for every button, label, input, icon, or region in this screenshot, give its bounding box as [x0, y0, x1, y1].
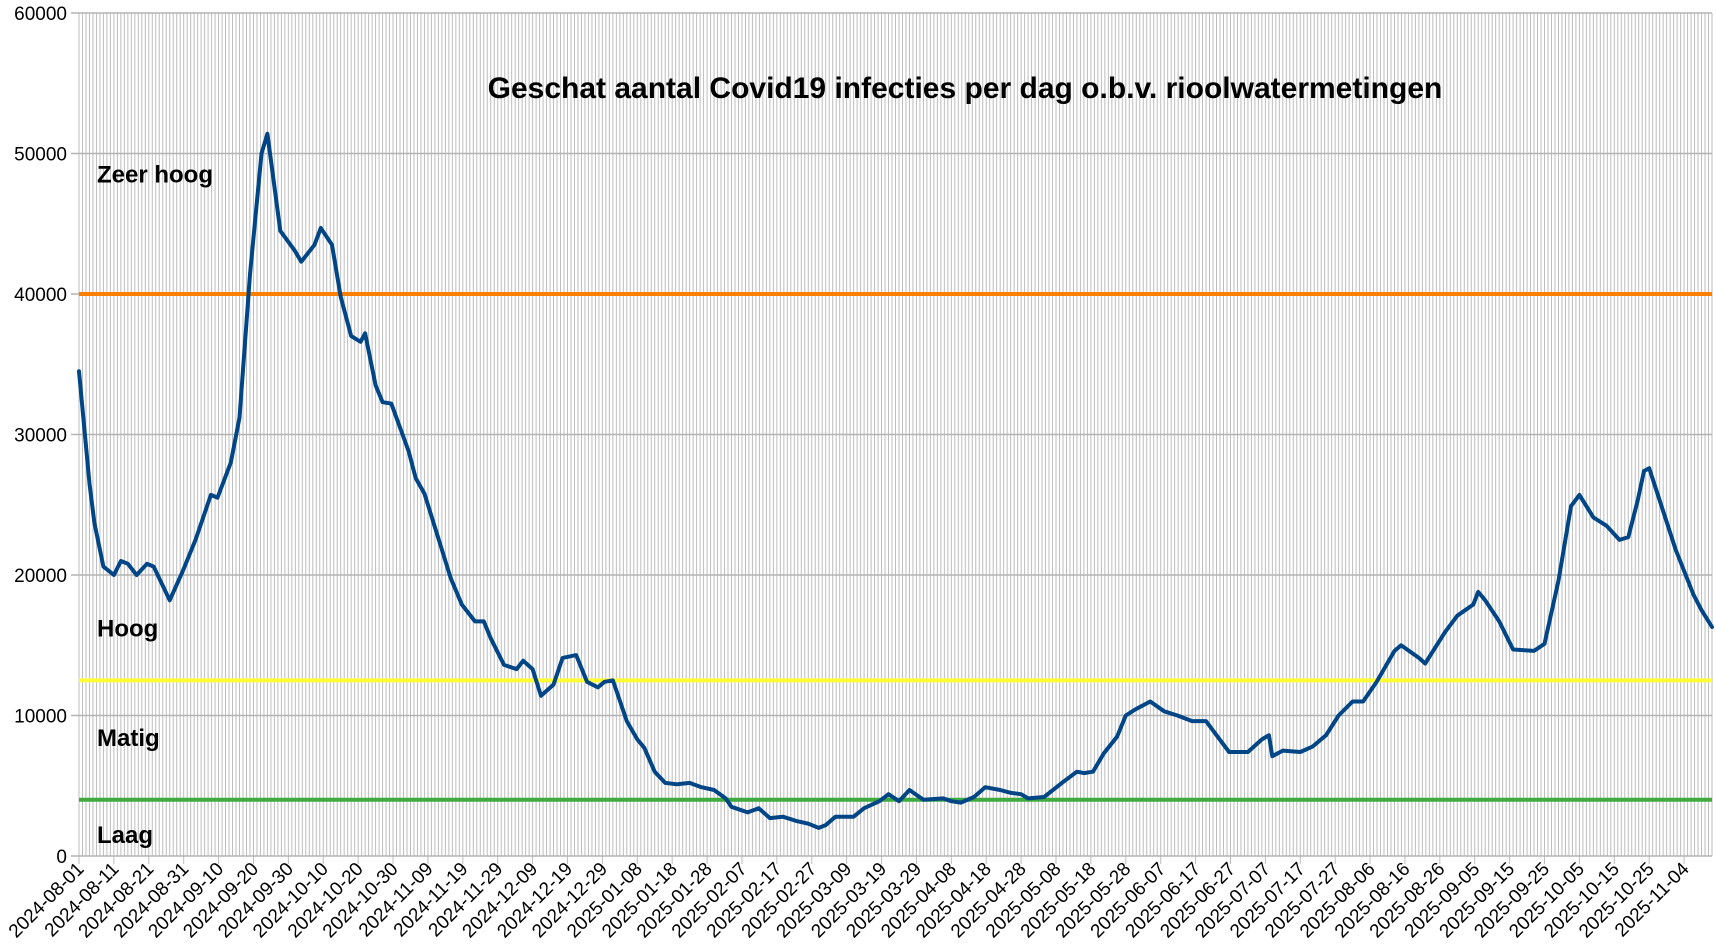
- level-label: Hoog: [97, 615, 158, 642]
- y-tick-label: 40000: [14, 285, 67, 306]
- level-label: Zeer hoog: [97, 162, 213, 189]
- y-tick-label: 60000: [14, 4, 67, 25]
- vertical-gridlines: [78, 13, 1713, 864]
- infections-series-line: [77, 131, 1714, 830]
- y-tick-label: 20000: [14, 566, 67, 587]
- y-tick-label: 0: [56, 847, 67, 868]
- y-tick-label: 30000: [14, 426, 67, 447]
- chart-title: Geschat aantal Covid19 infecties per dag…: [488, 72, 1443, 105]
- x-axis-tick-labels: 2024-08-012024-08-112024-08-212024-08-31…: [5, 858, 1694, 942]
- y-axis-tick-labels: 0 10000 20000 30000 40000 50000 60000: [14, 4, 67, 868]
- horizontal-gridlines: [71, 12, 1712, 857]
- level-label: Laag: [97, 822, 153, 849]
- level-labels: Zeer hoog Hoog Matig Laag: [97, 162, 213, 849]
- y-tick-label: 10000: [14, 707, 67, 728]
- y-tick-label: 50000: [14, 145, 67, 166]
- level-label: Matig: [97, 725, 160, 752]
